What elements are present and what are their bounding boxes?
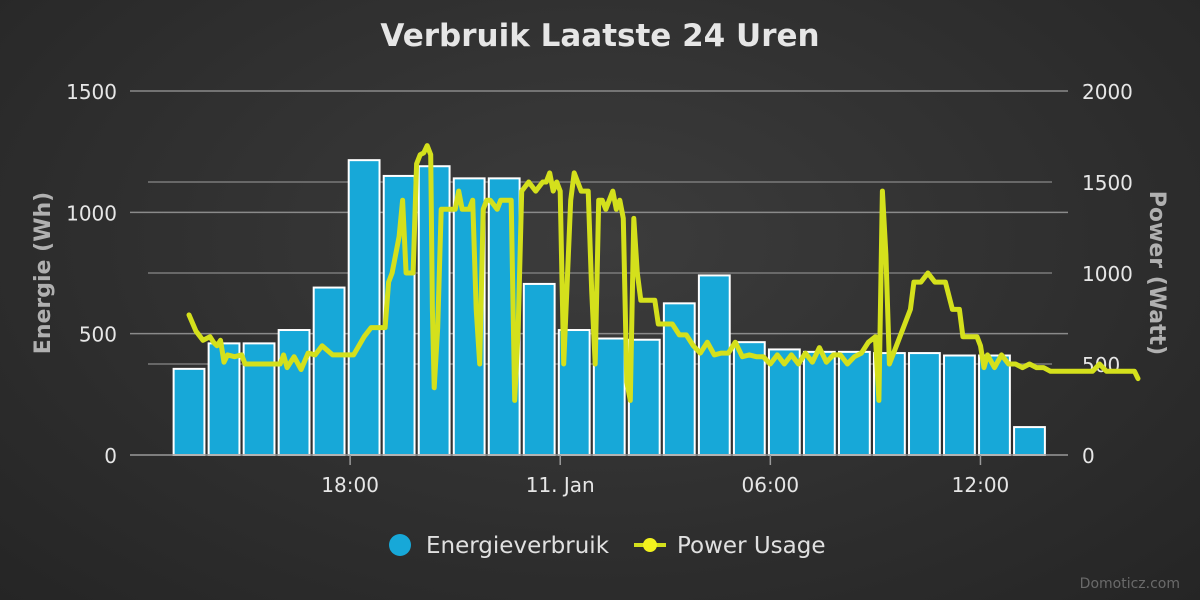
energy-bar[interactable] [837,350,871,456]
energy-bar[interactable] [908,352,941,456]
x-tick-label: 11. Jan [526,473,595,497]
left-axis-label: Energie (Wh) [31,192,56,354]
left-tick-label: 1500 [66,80,117,104]
legend: Energieverbruik Power Usage [389,533,826,559]
left-tick-label: 500 [79,323,117,347]
x-tick-label: 06:00 [742,473,800,497]
legend-energy-label: Energieverbruik [426,533,610,559]
x-axis-ticks: 18:00 11. Jan 06:00 12:00 [321,455,1009,497]
right-axis-label: Power (Watt) [1144,191,1169,355]
power-usage-line[interactable] [186,143,1141,403]
energy-bar[interactable] [347,159,381,456]
energy-bar[interactable] [697,274,731,456]
legend-item-power[interactable]: Power Usage [634,533,826,559]
legend-power-label: Power Usage [677,533,826,559]
left-tick-label: 0 [104,444,117,468]
power-line [186,143,1141,403]
legend-power-marker [643,538,657,552]
legend-energy-marker [389,534,411,556]
energy-bar[interactable] [277,329,311,457]
credit-link[interactable]: Domoticz.com [1079,576,1180,592]
energy-bar[interactable] [172,367,206,456]
energy-bar[interactable] [943,354,976,456]
energy-bar[interactable] [802,350,836,456]
left-tick-label: 1000 [66,201,117,225]
legend-item-energy[interactable]: Energieverbruik [389,533,610,559]
chart-title: Verbruik Laatste 24 Uren [380,18,819,54]
x-tick-label: 12:00 [952,473,1010,497]
energy-bar[interactable] [767,348,801,456]
energy-bar[interactable] [1013,426,1046,456]
energy-bar[interactable] [627,338,661,457]
energy-bar[interactable] [732,341,766,456]
right-tick-label: 2000 [1082,80,1133,104]
energy-bar[interactable] [978,354,1011,456]
energy-bar[interactable] [242,342,276,456]
energy-bar[interactable] [312,286,346,456]
x-tick-label: 18:00 [321,473,379,497]
energy-bar[interactable] [592,337,626,456]
energy-bar[interactable] [662,302,696,457]
energy-bar[interactable] [522,282,556,457]
left-axis-ticks: 0 500 1000 1500 [66,80,117,468]
right-tick-label: 0 [1082,444,1095,468]
right-tick-label: 1500 [1082,171,1133,195]
right-tick-label: 1000 [1082,262,1133,286]
